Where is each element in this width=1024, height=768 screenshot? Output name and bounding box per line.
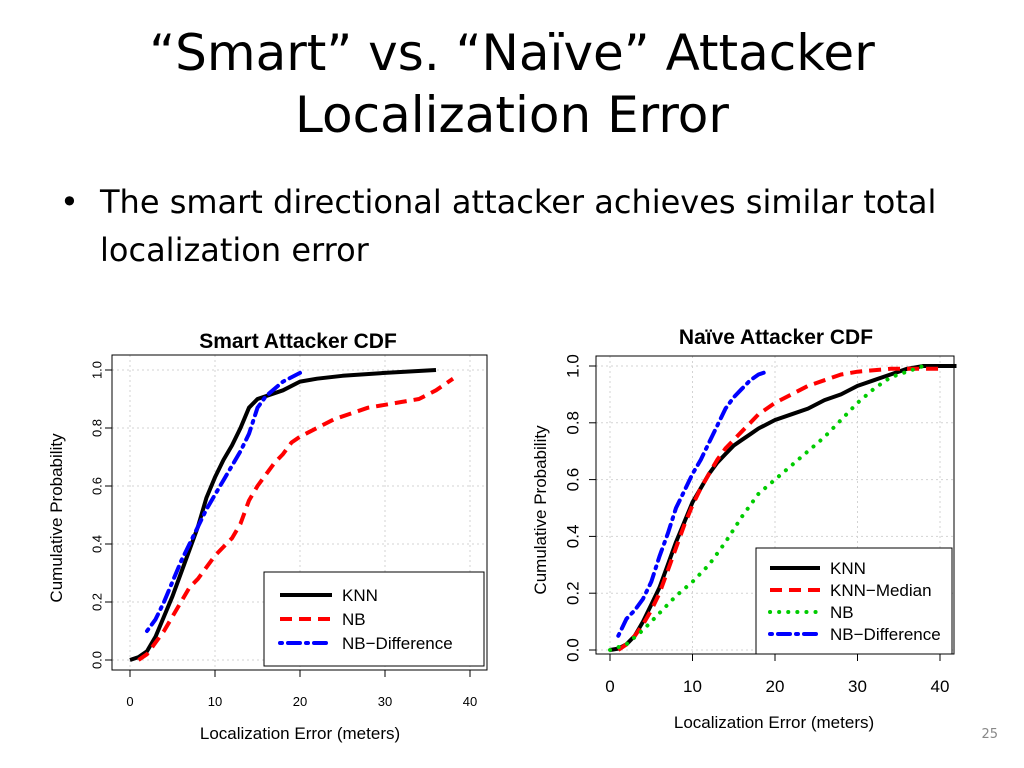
series-line-nb: [608, 364, 926, 652]
series-line-knn: [609, 364, 957, 652]
slide-title: “Smart” vs. “Naïve” Attacker Localizatio…: [0, 22, 1024, 146]
legend-label: NB−Difference: [342, 634, 453, 653]
y-tick-label: 0.4: [89, 535, 104, 553]
series-line-nb-difference: [616, 369, 769, 638]
series-line-nb: [137, 377, 455, 662]
y-tick-label: 0.0: [563, 638, 582, 662]
series-line-knn: [129, 368, 437, 662]
legend-label: KNN: [342, 586, 378, 605]
x-axis-label: Localization Error (meters): [200, 724, 400, 743]
x-tick-label: 40: [931, 677, 950, 696]
x-tick-label: 20: [293, 694, 307, 709]
plot-area: 0 10 20 30 40 0.0 0.2 0.4 0.6 0.8 1.0 KNN NB NB−Diffe…: [89, 354, 488, 709]
legend: KNN KNN−Median NB NB−Difference: [755, 547, 953, 655]
legend-label: KNN−Median: [830, 581, 932, 600]
chart-title: Naïve Attacker CDF: [679, 326, 873, 349]
legend-label: KNN: [830, 559, 866, 578]
x-tick-label: 30: [848, 677, 867, 696]
slide-title-line2: Localization Error: [295, 86, 729, 144]
chart-title: Smart Attacker CDF: [199, 330, 397, 353]
page-number: 25: [981, 727, 998, 742]
series-line-nb-difference: [145, 370, 302, 633]
smart-attacker-cdf-chart: Smart Attacker CDF 0 10 20 30 40 0.0 0.2 0.4 0.6…: [47, 330, 488, 743]
y-tick-label: 0.6: [563, 468, 582, 492]
legend-box: [755, 547, 953, 655]
x-tick-label: 20: [766, 677, 785, 696]
y-tick-label: 0.2: [89, 593, 104, 611]
x-tick-label: 30: [378, 694, 392, 709]
legend-label: NB: [830, 603, 854, 622]
bullet-icon: •: [60, 183, 79, 221]
y-tick-label: 0.2: [563, 581, 582, 605]
legend-label: NB: [342, 610, 366, 629]
x-tick-label: 0: [605, 677, 614, 696]
y-axis-label: Cumulative Probability: [531, 425, 550, 595]
y-tick-label: 0.8: [89, 419, 104, 437]
legend: KNN NB NB−Difference: [263, 571, 485, 667]
bullet-text: The smart directional attacker achieves …: [100, 183, 937, 269]
y-tick-label: 1.0: [563, 354, 582, 378]
y-tick-label: 0.0: [89, 651, 104, 669]
y-tick-label: 0.6: [89, 477, 104, 495]
y-tick-label: 1.0: [89, 361, 104, 379]
x-tick-label: 10: [683, 677, 702, 696]
x-tick-label: 40: [463, 694, 477, 709]
slide-title-line1: “Smart” vs. “Naïve” Attacker: [149, 24, 875, 82]
y-tick-label: 0.8: [563, 411, 582, 435]
y-axis-label: Cumulative Probability: [47, 433, 66, 603]
naive-attacker-cdf-chart: Naïve Attacker CDF 0 10 20 30 40 0.0 0.2 0.4 0.6…: [531, 326, 957, 732]
x-tick-label: 10: [208, 694, 222, 709]
series-line-knn-median: [617, 366, 940, 652]
y-tick-label: 0.4: [563, 525, 582, 549]
plot-area: 0 10 20 30 40 0.0 0.2 0.4 0.6 0.8 1.0 KNN KNN−Median…: [563, 354, 957, 696]
x-tick-label: 0: [126, 694, 133, 709]
x-axis-label: Localization Error (meters): [674, 713, 874, 732]
legend-label: NB−Difference: [830, 625, 941, 644]
